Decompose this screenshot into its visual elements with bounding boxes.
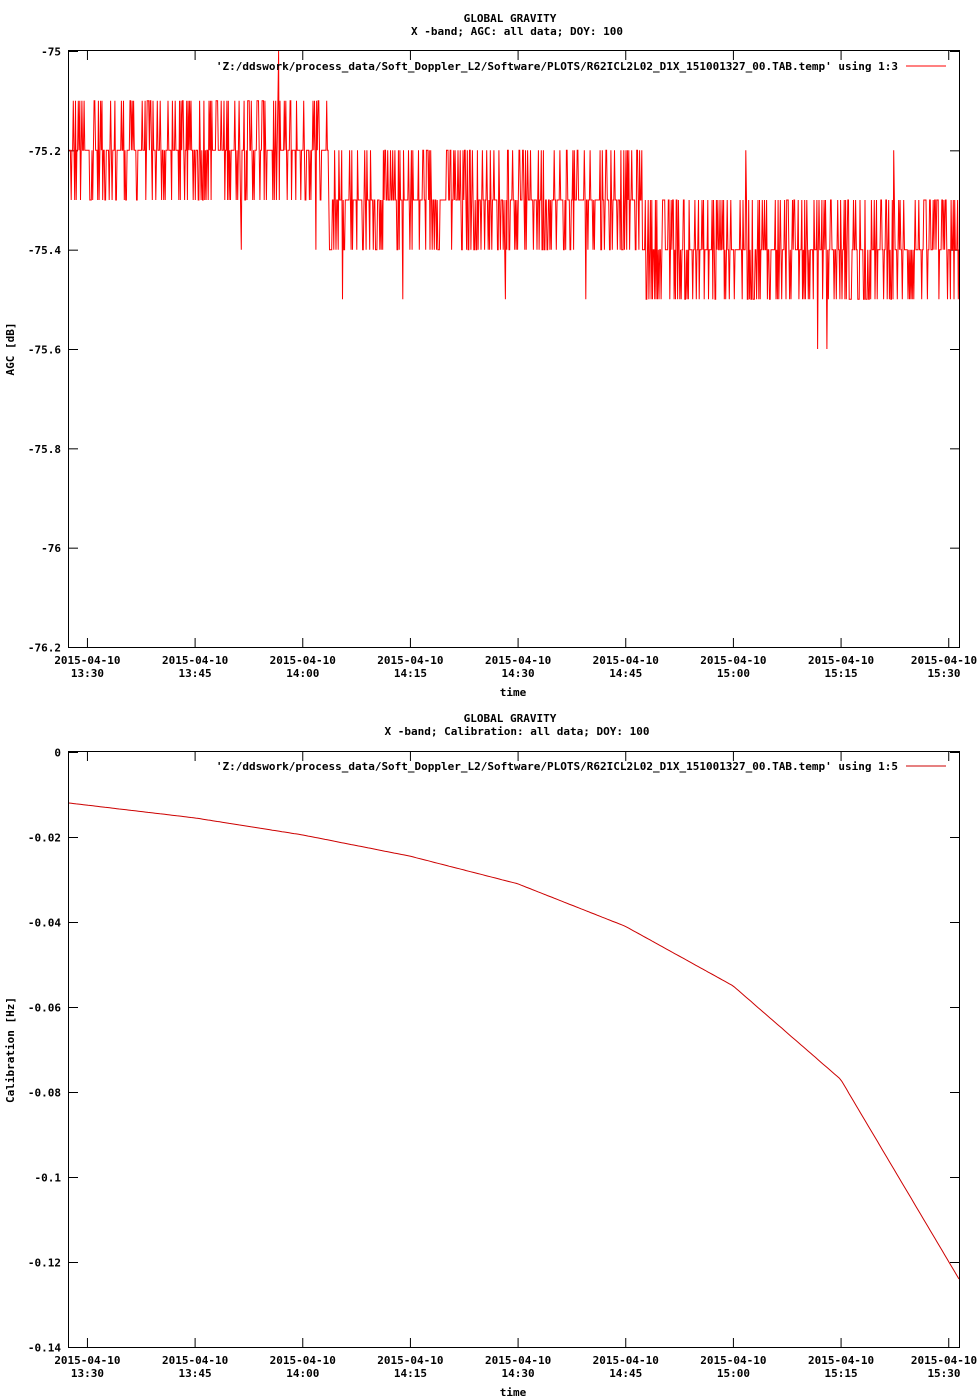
- agc-chart-subtitle: X -band; AGC: all data; DOY: 100: [411, 25, 623, 38]
- calibration-ticks: 0-0.02-0.04-0.06-0.08-0.1-0.12-0.142015-…: [28, 747, 977, 1381]
- x-tick-label: 2015-04-10 13:30: [54, 654, 120, 680]
- agc-plot-frame: [68, 50, 960, 648]
- y-tick-label: -75: [41, 46, 61, 59]
- agc-y-axis-label: AGC [dB]: [4, 323, 17, 376]
- calibration-y-axis-label: Calibration [Hz]: [4, 997, 17, 1103]
- calibration-legend-label: 'Z:/ddswork/process_data/Soft_Doppler_L2…: [216, 760, 898, 773]
- x-tick-label: 2015-04-10 13:45: [162, 654, 228, 680]
- x-tick-label: 2015-04-10 14:30: [485, 1354, 551, 1380]
- calibration-chart-title: GLOBAL GRAVITY: [464, 712, 557, 725]
- y-tick-label: -76: [41, 542, 61, 555]
- x-tick-label: 2015-04-10 15:15: [808, 1354, 874, 1380]
- x-tick-label: 2015-04-10 13:45: [162, 1354, 228, 1380]
- y-tick-label: -0.1: [35, 1172, 62, 1185]
- agc-x-axis-label: time: [500, 686, 527, 699]
- calibration-panel: GLOBAL GRAVITY X -band; Calibration: all…: [4, 712, 977, 1399]
- calibration-chart-subtitle: X -band; Calibration: all data; DOY: 100: [385, 725, 650, 738]
- x-tick-label: 2015-04-10 13:30: [54, 1354, 120, 1380]
- x-tick-label: 2015-04-10 14:15: [377, 654, 443, 680]
- y-tick-label: -76.2: [28, 642, 61, 655]
- calibration-x-axis-label: time: [500, 1386, 527, 1399]
- agc-plot-area: [69, 50, 960, 350]
- y-tick-label: -75.4: [28, 244, 61, 257]
- agc-ticks: -75-75.2-75.4-75.6-75.8-76-76.22015-04-1…: [28, 46, 977, 681]
- agc-series-line: [69, 50, 960, 350]
- agc-chart-title: GLOBAL GRAVITY: [464, 12, 557, 25]
- y-tick-label: -0.14: [28, 1342, 61, 1355]
- agc-legend: 'Z:/ddswork/process_data/Soft_Doppler_L2…: [216, 60, 946, 73]
- calibration-plot-frame: [68, 751, 960, 1348]
- y-tick-label: -0.04: [28, 917, 61, 930]
- y-tick-label: -75.6: [28, 344, 61, 357]
- y-tick-label: -0.06: [28, 1002, 61, 1015]
- agc-panel: GLOBAL GRAVITY X -band; AGC: all data; D…: [4, 12, 977, 699]
- x-tick-label: 2015-04-10 14:15: [377, 1354, 443, 1380]
- x-tick-label: 2015-04-10 14:00: [270, 1354, 336, 1380]
- calibration-legend: 'Z:/ddswork/process_data/Soft_Doppler_L2…: [216, 760, 946, 773]
- x-tick-label: 2015-04-10 14:00: [270, 654, 336, 680]
- x-tick-label: 2015-04-10 15:30: [911, 1354, 977, 1380]
- x-tick-label: 2015-04-10 14:30: [485, 654, 551, 680]
- x-tick-label: 2015-04-10 15:30: [911, 654, 977, 680]
- x-tick-label: 2015-04-10 15:00: [700, 1354, 766, 1380]
- y-tick-label: 0: [54, 747, 61, 760]
- x-tick-label: 2015-04-10 15:00: [700, 654, 766, 680]
- x-tick-label: 2015-04-10 14:45: [593, 1354, 659, 1380]
- calibration-plot-area: [68, 802, 960, 1280]
- y-tick-label: -0.02: [28, 832, 61, 845]
- y-tick-label: -75.8: [28, 443, 61, 456]
- y-tick-label: -75.2: [28, 145, 61, 158]
- y-tick-label: -0.08: [28, 1087, 61, 1100]
- x-tick-label: 2015-04-10 15:15: [808, 654, 874, 680]
- agc-legend-label: 'Z:/ddswork/process_data/Soft_Doppler_L2…: [216, 60, 898, 73]
- y-tick-label: -0.12: [28, 1257, 61, 1270]
- calibration-series-line: [68, 802, 960, 1280]
- x-tick-label: 2015-04-10 14:45: [593, 654, 659, 680]
